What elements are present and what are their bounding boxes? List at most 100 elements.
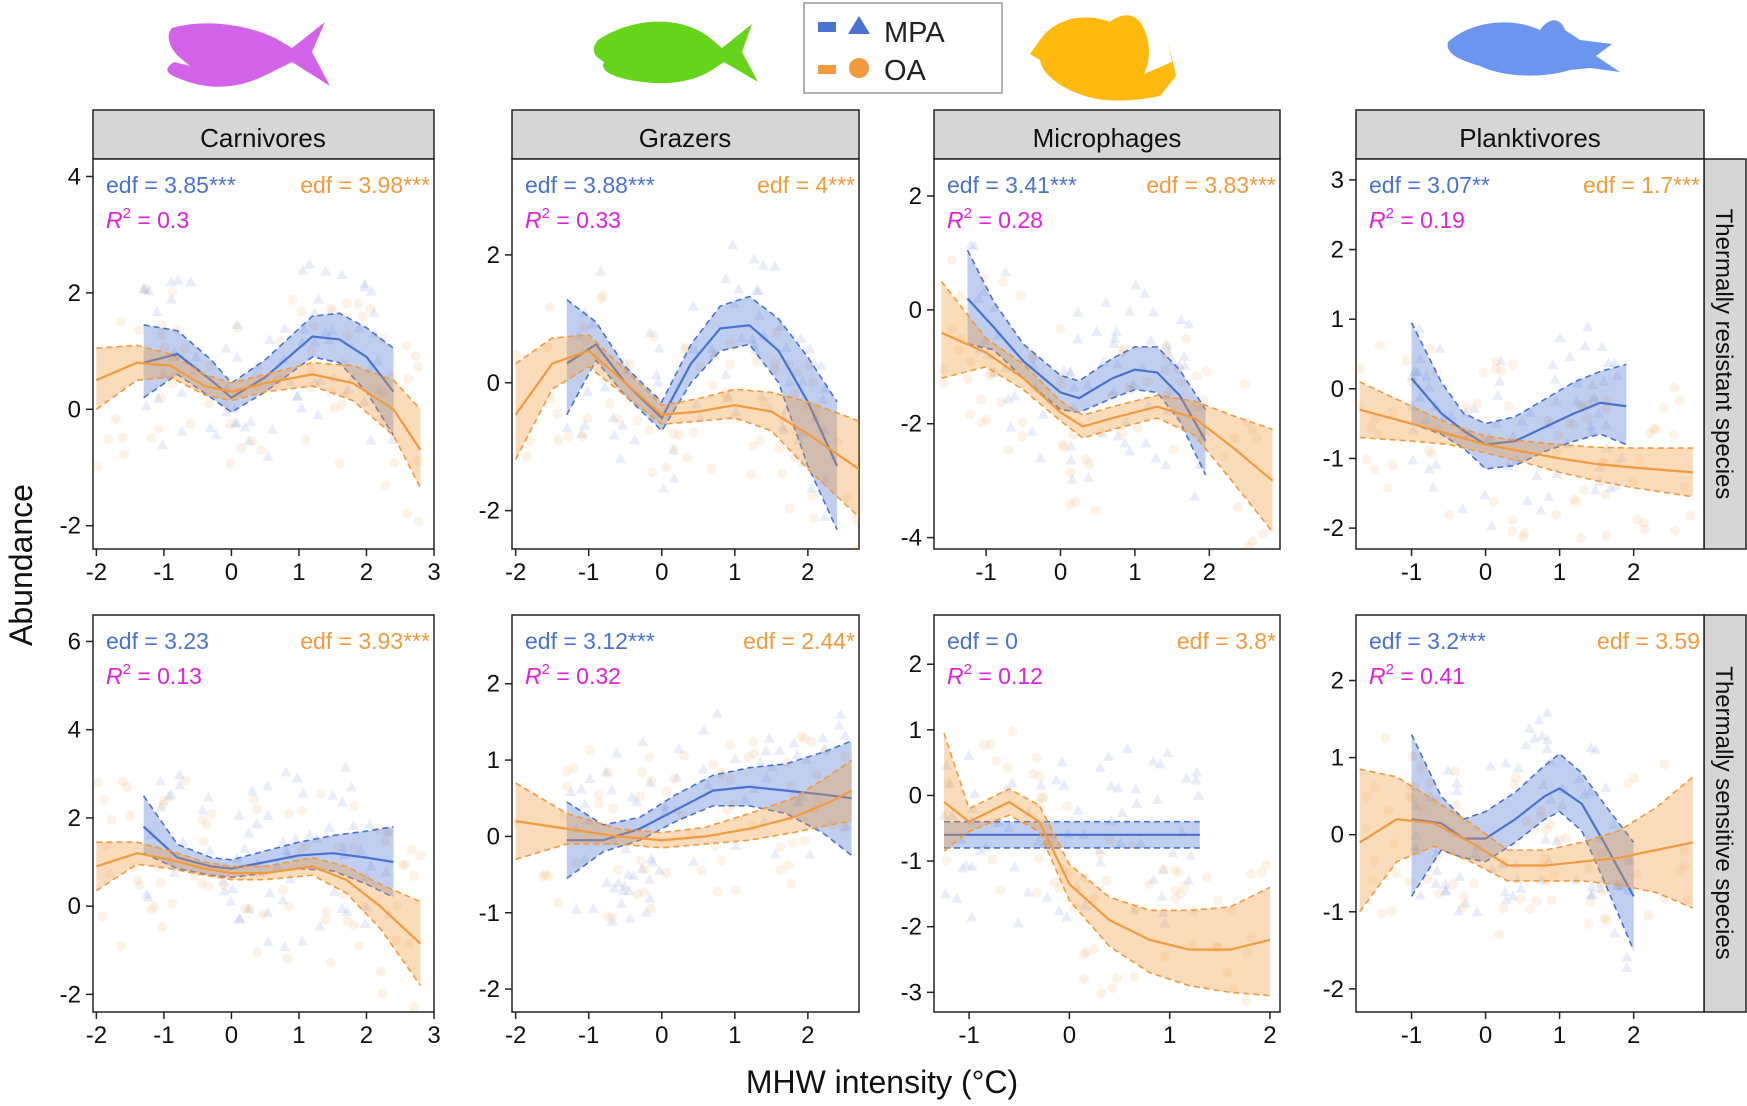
mpa-observation-point — [190, 351, 202, 362]
oa-observation-point — [1117, 347, 1128, 358]
oa-observation-point — [1243, 541, 1254, 549]
oa-observation-point — [376, 966, 387, 977]
oa-observation-point — [976, 394, 987, 405]
y-tick-label: 2 — [909, 183, 922, 210]
mpa-observation-point — [817, 393, 829, 404]
mpa-observation-point — [220, 342, 232, 353]
strip-label-resistant: Thermally resistant species — [1710, 209, 1737, 500]
raw-observations — [93, 258, 424, 527]
mpa-observation-point — [1130, 279, 1142, 290]
mpa-observation-point — [336, 268, 348, 279]
microphage-fish-icon — [1030, 15, 1176, 101]
mpa-lower-bound — [566, 805, 853, 880]
mpa-observation-point — [617, 885, 629, 896]
mpa-observation-point — [1006, 777, 1018, 788]
y-tick-label: 1 — [909, 717, 922, 744]
oa-observation-point — [326, 303, 337, 314]
oa-observation-point — [296, 843, 307, 854]
oa-observation-point — [1622, 855, 1633, 866]
mpa-observation-point — [372, 384, 384, 395]
mpa-observation-point — [1551, 835, 1563, 846]
mpa-observation-point — [573, 329, 585, 340]
oa-observation-point — [251, 804, 262, 815]
mpa-observation-point — [608, 411, 620, 422]
mpa-observation-point — [1533, 714, 1545, 725]
y-tick-label: 4 — [68, 717, 81, 744]
mpa-observation-point — [185, 276, 197, 287]
oa-observation-point — [408, 1001, 419, 1012]
mpa-observation-point — [1148, 873, 1160, 884]
mpa-observation-point — [783, 376, 795, 387]
mpa-observation-point — [314, 920, 326, 931]
mpa-observation-point — [1105, 815, 1117, 826]
mpa-observation-point — [151, 306, 163, 317]
mpa-lower-bound — [566, 343, 838, 531]
oa-upper-bound — [940, 280, 1273, 431]
legend-box — [803, 2, 1003, 94]
oa-observation-point — [716, 770, 727, 781]
oa-observation-point — [1588, 394, 1599, 405]
mpa-observation-point — [365, 285, 377, 296]
oa-observation-point — [1601, 404, 1612, 415]
mpa-observation-point — [1109, 332, 1121, 343]
mpa-observation-point — [1193, 789, 1205, 800]
mpa-observation-point — [315, 375, 327, 386]
edf-mpa-label: edf = 0 — [947, 628, 1018, 654]
mpa-observation-point — [1410, 829, 1422, 840]
x-axis-title: MHW intensity (°C) — [746, 1064, 1018, 1100]
oa-observation-point — [786, 878, 797, 889]
x-tick-label: -1 — [1401, 559, 1422, 586]
oa-observation-point — [570, 857, 581, 868]
mpa-observation-point — [320, 326, 332, 337]
oa-observation-point — [636, 855, 647, 866]
edf-oa-label: edf = 3.8* — [1177, 628, 1276, 654]
oa-observation-point — [106, 814, 117, 825]
mpa-observation-point — [629, 434, 641, 445]
mpa-observation-point — [279, 940, 291, 951]
mpa-observation-point — [277, 835, 289, 846]
mpa-observation-point — [1420, 414, 1432, 425]
oa-observation-point — [771, 327, 782, 338]
mpa-observation-point — [614, 452, 626, 463]
mpa-observation-point — [626, 791, 638, 802]
oa-observation-point — [1015, 290, 1026, 301]
mpa-observation-point — [1175, 314, 1187, 325]
mpa-observation-point — [1183, 874, 1195, 885]
strip-carnivores — [92, 109, 435, 160]
oa-observation-point — [1189, 906, 1200, 917]
oa-observation-point — [1376, 908, 1387, 919]
oa-observation-point — [1540, 853, 1551, 864]
oa-observation-point — [806, 736, 817, 747]
mpa-observation-point — [650, 369, 662, 380]
oa-observation-point — [140, 283, 151, 294]
mpa-observation-point — [1550, 395, 1562, 406]
edf-oa-label: edf = 3.98*** — [300, 172, 430, 198]
mpa-observation-point — [1050, 774, 1062, 785]
mpa-observation-point — [251, 818, 263, 829]
mpa-observation-point — [624, 912, 636, 923]
oa-observation-point — [389, 457, 400, 468]
oa-observation-point — [1245, 868, 1256, 879]
oa-observation-point — [1431, 794, 1442, 805]
oa-observation-point — [799, 835, 810, 846]
mpa-observation-point — [671, 771, 683, 782]
oa-observation-point — [731, 413, 742, 424]
oa-observation-point — [1576, 532, 1587, 543]
mpa-observation-point — [1602, 357, 1614, 368]
oa-observation-point — [965, 356, 976, 367]
oa-observation-point — [1426, 448, 1437, 459]
mpa-observation-point — [262, 936, 274, 947]
oa-observation-point — [584, 745, 595, 756]
oa-observation-point — [799, 733, 810, 744]
mpa-observation-point — [645, 853, 657, 864]
r2-label: R2 = 0.19 — [1369, 205, 1465, 233]
panel-frame — [92, 158, 435, 550]
oa-observation-point — [251, 947, 262, 958]
mpa-observation-point — [1061, 911, 1073, 922]
panel-frame — [92, 614, 435, 1013]
oa-observation-point — [1544, 819, 1555, 830]
oa-observation-point — [954, 291, 965, 302]
mpa-observation-point — [1582, 321, 1594, 332]
oa-observation-point — [315, 788, 326, 799]
